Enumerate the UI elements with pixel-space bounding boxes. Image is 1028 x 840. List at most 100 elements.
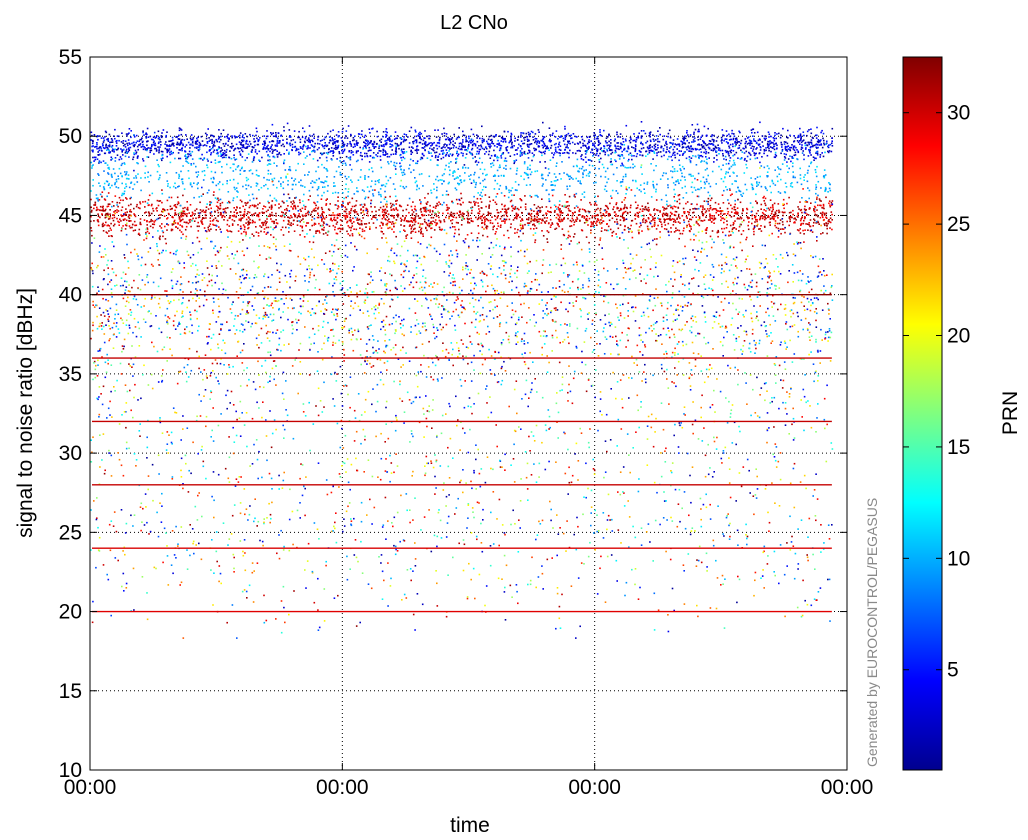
- data-point: [268, 159, 271, 162]
- data-point: [282, 143, 284, 146]
- data-point: [220, 153, 222, 155]
- data-point: [268, 179, 270, 181]
- data-point: [427, 209, 429, 212]
- data-point: [814, 201, 817, 204]
- data-point: [715, 150, 718, 153]
- data-point: [546, 145, 548, 148]
- data-point: [458, 183, 460, 186]
- data-point: [764, 204, 767, 207]
- data-point: [447, 147, 449, 149]
- data-point: [317, 206, 320, 209]
- data-point: [135, 134, 138, 137]
- data-point: [541, 173, 543, 176]
- data-point: [621, 162, 623, 165]
- data-point: [635, 145, 637, 147]
- data-point: [744, 138, 747, 140]
- data-point: [730, 151, 732, 154]
- data-point: [518, 143, 520, 146]
- data-point: [258, 175, 260, 177]
- data-point: [98, 160, 101, 162]
- data-point: [90, 190, 92, 192]
- data-point: [261, 211, 264, 214]
- data-point: [269, 194, 271, 197]
- data-point: [370, 205, 372, 208]
- data-point: [514, 137, 516, 140]
- data-point: [210, 152, 213, 154]
- data-point: [581, 216, 583, 218]
- data-point: [143, 134, 145, 136]
- data-point: [604, 153, 606, 156]
- data-point: [184, 155, 186, 157]
- data-point: [156, 159, 158, 161]
- data-point: [652, 183, 654, 186]
- data-point: [442, 212, 444, 215]
- data-point: [728, 154, 730, 157]
- data-point: [111, 141, 114, 143]
- data-point: [510, 133, 513, 136]
- data-point: [242, 144, 245, 146]
- data-point: [759, 139, 761, 141]
- data-point: [409, 220, 411, 223]
- data-point: [113, 151, 115, 153]
- data-point: [122, 154, 124, 156]
- data-point: [795, 219, 797, 221]
- data-point: [416, 162, 419, 165]
- data-point: [793, 140, 796, 142]
- data-point: [731, 132, 733, 135]
- data-point: [384, 140, 386, 142]
- data-point: [100, 147, 102, 150]
- data-point: [632, 139, 634, 142]
- data-point: [723, 227, 726, 230]
- data-point: [144, 176, 146, 179]
- data-point: [414, 215, 417, 217]
- data-point: [435, 213, 437, 215]
- data-point: [393, 161, 396, 164]
- data-point: [722, 154, 724, 157]
- data-point: [732, 150, 735, 152]
- data-point: [367, 143, 370, 145]
- data-point: [289, 135, 291, 137]
- data-point: [477, 192, 479, 194]
- data-point: [245, 204, 247, 206]
- data-point: [263, 144, 266, 147]
- data-point: [426, 224, 429, 227]
- data-point: [558, 216, 561, 218]
- data-point: [151, 212, 153, 215]
- data-point: [555, 130, 558, 132]
- data-point: [174, 213, 176, 216]
- data-point: [154, 219, 157, 222]
- data-point: [799, 219, 802, 222]
- data-point: [693, 137, 696, 139]
- data-point: [543, 136, 546, 138]
- data-point: [367, 196, 370, 199]
- data-point: [830, 201, 833, 204]
- data-point: [808, 143, 810, 146]
- data-point: [593, 145, 596, 148]
- data-point: [471, 154, 474, 156]
- data-point: [187, 170, 190, 172]
- data-point: [337, 205, 339, 207]
- data-point: [515, 207, 517, 210]
- data-point: [792, 148, 795, 150]
- data-point: [621, 154, 624, 157]
- data-point: [642, 147, 645, 149]
- data-point: [378, 145, 381, 148]
- data-point: [338, 166, 340, 168]
- data-point: [665, 151, 668, 153]
- data-point: [523, 178, 525, 181]
- data-point: [150, 138, 153, 141]
- data-point: [296, 149, 298, 151]
- data-point: [509, 140, 512, 143]
- data-point: [249, 199, 251, 202]
- data-point: [346, 220, 349, 223]
- data-point: [410, 126, 413, 129]
- data-point: [426, 157, 429, 159]
- data-point: [361, 158, 363, 161]
- data-point: [645, 142, 647, 144]
- data-point: [218, 129, 220, 131]
- data-point: [430, 189, 432, 192]
- data-point: [230, 147, 233, 149]
- data-point: [385, 139, 388, 142]
- data-point: [726, 134, 729, 137]
- data-point: [811, 231, 814, 233]
